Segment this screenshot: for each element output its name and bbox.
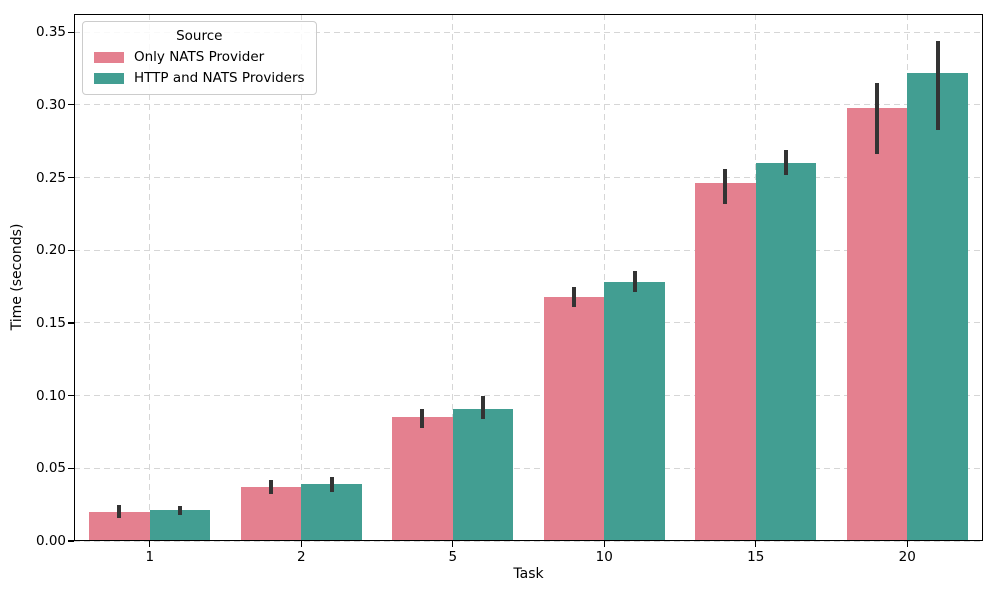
- error-bar-series-1-task-1: [178, 506, 183, 515]
- x-tick-label: 15: [747, 549, 765, 565]
- x-tick-label: 1: [145, 549, 155, 565]
- x-tick-label: 10: [595, 549, 613, 565]
- x-gridline: [906, 14, 908, 541]
- y-gridline: [74, 104, 983, 106]
- error-bar-series-1-task-5: [481, 395, 486, 419]
- y-tick-mark: [68, 104, 74, 106]
- x-gridline: [755, 14, 757, 541]
- x-tick-mark: [452, 541, 454, 547]
- x-tick-label: 5: [448, 549, 458, 565]
- y-tick-label: 0.05: [35, 460, 66, 477]
- bar-series-0-task-20: [846, 107, 908, 541]
- x-axis-label: Task: [513, 566, 544, 582]
- x-tick-label: 2: [296, 549, 306, 565]
- legend: Source Only NATS Provider HTTP and NATS P…: [82, 21, 317, 95]
- error-bar-series-1-task-20: [935, 40, 940, 130]
- y-gridline: [74, 177, 983, 179]
- y-gridline: [74, 322, 983, 324]
- y-tick-label: 0.00: [35, 533, 66, 549]
- legend-item-label: Only NATS Provider: [134, 49, 265, 65]
- legend-title: Source: [176, 28, 223, 44]
- y-tick-mark: [68, 249, 74, 251]
- error-bar-series-0-task-20: [874, 83, 879, 155]
- y-tick-mark: [68, 31, 74, 33]
- legend-swatch: [94, 51, 124, 63]
- y-tick-label: 0.35: [35, 24, 66, 41]
- x-tick-label: 20: [898, 549, 916, 565]
- y-tick-mark: [68, 467, 74, 469]
- x-tick-mark: [906, 541, 908, 547]
- y-tick-label: 0.25: [35, 169, 66, 186]
- x-tick-mark: [755, 541, 757, 547]
- bar-series-0-task-2: [240, 487, 302, 541]
- error-bar-series-0-task-10: [571, 286, 576, 307]
- y-tick-mark: [68, 322, 74, 324]
- bar-series-0-task-10: [543, 296, 605, 541]
- y-gridline: [74, 540, 983, 542]
- bar-series-1-task-2: [301, 484, 362, 541]
- y-axis-label: Time (seconds): [9, 223, 25, 331]
- error-bar-series-0-task-1: [117, 504, 122, 518]
- legend-item-label: HTTP and NATS Providers: [134, 70, 305, 86]
- bar-series-0-task-15: [695, 183, 756, 541]
- error-bar-series-1-task-2: [329, 477, 334, 492]
- bar-series-1-task-10: [604, 282, 665, 541]
- bar-series-1-task-5: [452, 408, 514, 541]
- y-tick-mark: [68, 176, 74, 179]
- error-bar-series-0-task-5: [420, 408, 425, 428]
- bar-series-1-task-1: [149, 510, 211, 541]
- bar-series-0-task-1: [89, 511, 150, 541]
- legend-item: Only NATS Provider: [94, 49, 305, 65]
- legend-items: Only NATS Provider HTTP and NATS Provider…: [94, 49, 305, 86]
- bar-series-0-task-5: [392, 417, 453, 541]
- x-tick-mark: [149, 541, 151, 547]
- y-gridline: [74, 395, 983, 397]
- error-bar-series-0-task-15: [723, 168, 728, 204]
- x-tick-mark: [300, 541, 302, 547]
- legend-swatch: [94, 72, 124, 84]
- y-tick-mark: [68, 395, 74, 397]
- x-gridline: [603, 14, 605, 541]
- error-bar-series-1-task-15: [784, 149, 789, 175]
- legend-item: HTTP and NATS Providers: [94, 70, 305, 86]
- bar-series-1-task-20: [907, 72, 968, 541]
- x-gridline: [452, 14, 454, 541]
- error-bar-series-0-task-2: [268, 479, 273, 495]
- error-bar-series-1-task-10: [632, 270, 637, 293]
- y-tick-label: 0.30: [35, 96, 66, 113]
- y-gridline: [74, 249, 983, 251]
- bar-series-1-task-15: [755, 163, 817, 541]
- y-tick-mark: [68, 540, 74, 542]
- y-gridline: [74, 467, 983, 469]
- y-tick-label: 0.10: [35, 387, 66, 404]
- x-tick-mark: [603, 541, 605, 547]
